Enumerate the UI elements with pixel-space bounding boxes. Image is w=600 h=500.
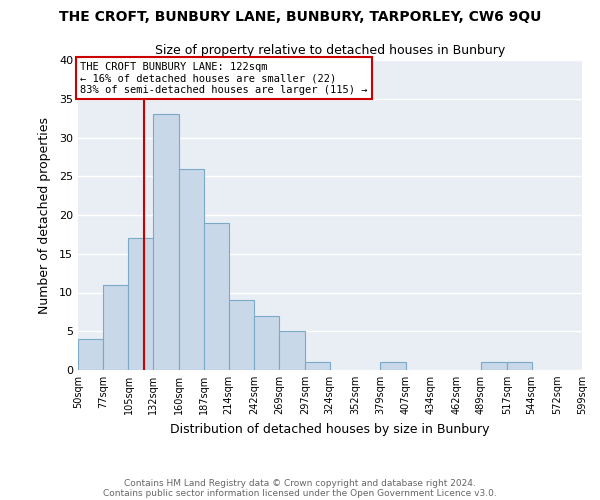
Bar (507, 362, 532, 370)
Bar (128, 238, 153, 370)
Bar (481, 362, 507, 370)
Title: Size of property relative to detached houses in Bunbury: Size of property relative to detached ho… (155, 44, 505, 58)
Text: Contains HM Land Registry data © Crown copyright and database right 2024.: Contains HM Land Registry data © Crown c… (124, 478, 476, 488)
X-axis label: Distribution of detached houses by size in Bunbury: Distribution of detached houses by size … (170, 422, 490, 436)
Bar (179, 168, 204, 370)
Bar (78, 339, 103, 370)
Y-axis label: Number of detached properties: Number of detached properties (38, 116, 50, 314)
Text: Contains public sector information licensed under the Open Government Licence v3: Contains public sector information licen… (103, 488, 497, 498)
Text: THE CROFT BUNBURY LANE: 122sqm
← 16% of detached houses are smaller (22)
83% of : THE CROFT BUNBURY LANE: 122sqm ← 16% of … (80, 62, 367, 95)
Bar (204, 223, 229, 370)
Bar (254, 316, 279, 370)
Bar (279, 331, 305, 370)
Bar (103, 285, 128, 370)
Bar (229, 300, 254, 370)
Bar (305, 362, 329, 370)
Bar (153, 114, 179, 370)
Bar (380, 362, 406, 370)
Text: THE CROFT, BUNBURY LANE, BUNBURY, TARPORLEY, CW6 9QU: THE CROFT, BUNBURY LANE, BUNBURY, TARPOR… (59, 10, 541, 24)
